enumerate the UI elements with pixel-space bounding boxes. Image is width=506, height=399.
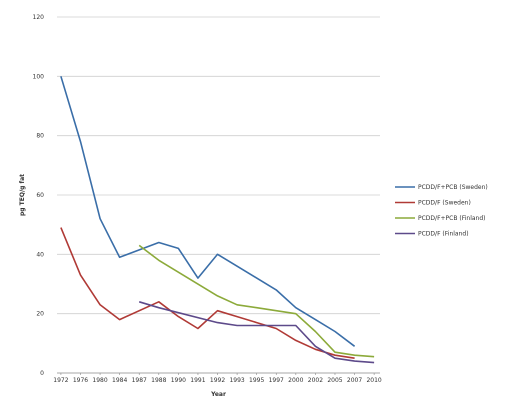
- series-lines: [60, 76, 375, 364]
- x-tick-label: 1980: [92, 377, 107, 384]
- x-tick-label: 2010: [366, 377, 381, 384]
- y-tick-label: 20: [36, 311, 44, 318]
- y-tick-label: 60: [36, 192, 44, 199]
- x-tick-label: 2005: [327, 377, 342, 384]
- x-tick-label: 1997: [269, 377, 284, 384]
- y-tick-label: 80: [36, 133, 44, 140]
- x-tick-label: 2007: [347, 377, 362, 384]
- x-tick-label: 1972: [53, 377, 68, 384]
- legend-entry: PCDD/F (Sweden): [418, 200, 471, 207]
- x-tick-label: 1995: [249, 377, 264, 384]
- x-tick-label: 1984: [112, 377, 127, 384]
- series-line-3: [138, 301, 375, 364]
- x-tick-label: 1987: [132, 377, 147, 384]
- x-tick-label: 1976: [73, 377, 88, 384]
- x-tick-label: 1988: [151, 377, 166, 384]
- series-line-0: [60, 76, 356, 347]
- y-tick-label: 0: [40, 370, 44, 377]
- legend: PCDD/F+PCB (Sweden) PCDD/F (Sweden) PCDD/F…: [395, 184, 488, 238]
- y-tick-label: 100: [33, 73, 45, 80]
- axes: 0 20 40 60 80 100 120 1972 1976 1980 1984 1987 1988 1…: [33, 14, 382, 384]
- gridlines: [57, 16, 380, 374]
- series-line-1: [60, 227, 355, 359]
- y-tick-label: 120: [33, 14, 45, 21]
- x-axis-title: Year: [210, 391, 226, 398]
- y-axis-title: pg TEQ/g fat: [19, 174, 26, 216]
- y-tick-label: 40: [36, 251, 44, 258]
- x-tick-label: 2002: [308, 377, 323, 384]
- legend-entry: PCDD/F+PCB (Sweden): [418, 184, 488, 191]
- x-tick-label: 1991: [190, 377, 205, 384]
- x-tick-label: 1990: [171, 377, 186, 384]
- x-tick-label: 1993: [229, 377, 244, 384]
- series-line-2: [138, 244, 375, 358]
- x-tick-label: 1992: [210, 377, 225, 384]
- legend-entry: PCDD/F+PCB (Finland): [418, 215, 486, 222]
- x-tick-label: 2000: [288, 377, 303, 384]
- legend-entry: PCDD/F (Finland): [418, 231, 469, 238]
